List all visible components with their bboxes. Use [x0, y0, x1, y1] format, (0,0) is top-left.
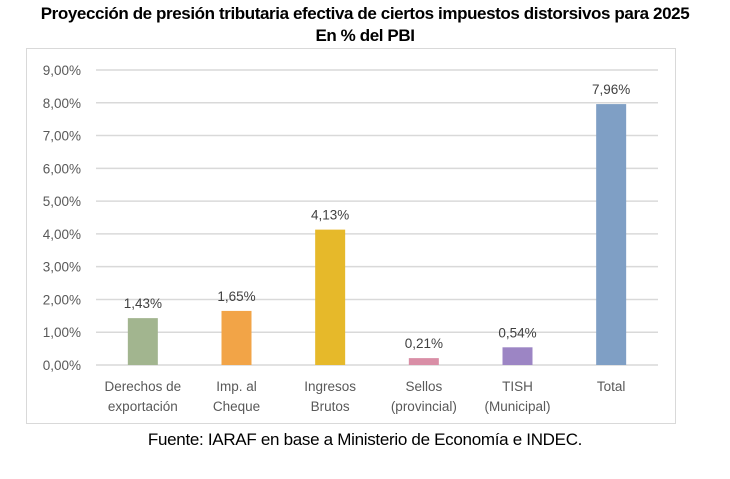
x-tick-label: exportación	[108, 399, 178, 414]
x-tick-label: Imp. al	[216, 379, 257, 394]
chart-subtitle: En % del PBI	[315, 26, 415, 45]
y-tick-label: 0,00%	[43, 358, 81, 373]
y-tick-label: 3,00%	[43, 260, 81, 275]
bar	[408, 358, 439, 365]
chart-frame: 0,00% 1,00% 2,00% 3,00% 4,00% 5,00% 6,00% 7,00%…	[26, 48, 676, 424]
y-tick-label: 7,00%	[43, 129, 81, 144]
bar	[502, 347, 533, 365]
x-tick-label: (provincial)	[391, 399, 457, 414]
y-tick-label: 2,00%	[43, 292, 81, 307]
x-tick-label: Derechos de	[105, 379, 182, 394]
x-tick-label: Sellos	[405, 379, 442, 394]
bar	[596, 104, 627, 365]
data-label: 0,21%	[405, 336, 443, 351]
bar-chart: 0,00% 1,00% 2,00% 3,00% 4,00% 5,00% 6,00% 7,00%…	[43, 63, 658, 414]
y-tick-label: 5,00%	[43, 194, 81, 209]
data-label: 1,65%	[217, 289, 255, 304]
x-tick-label: Ingresos	[304, 379, 356, 394]
y-tick-label: 6,00%	[43, 161, 81, 176]
y-tick-label: 1,00%	[43, 325, 81, 340]
data-label: 1,43%	[124, 296, 162, 311]
y-tick-label: 9,00%	[43, 63, 81, 78]
x-tick-label: (Municipal)	[484, 399, 550, 414]
bar	[221, 310, 252, 365]
data-label: 7,96%	[592, 82, 630, 97]
data-label: 4,13%	[311, 208, 349, 223]
bar	[127, 318, 158, 365]
x-tick-label: TISH	[502, 379, 533, 394]
source-note: Fuente: IARAF en base a Ministerio de Ec…	[147, 430, 583, 449]
y-tick-label: 8,00%	[43, 96, 81, 111]
x-tick-label: Brutos	[311, 399, 350, 414]
y-tick-label: 4,00%	[43, 227, 81, 242]
bar	[315, 229, 346, 365]
chart-title: Proyección de presión tributaria efectiv…	[40, 4, 690, 23]
x-tick-label: Cheque	[213, 399, 260, 414]
x-tick-label: Total	[597, 379, 626, 394]
data-label: 0,54%	[498, 325, 536, 340]
